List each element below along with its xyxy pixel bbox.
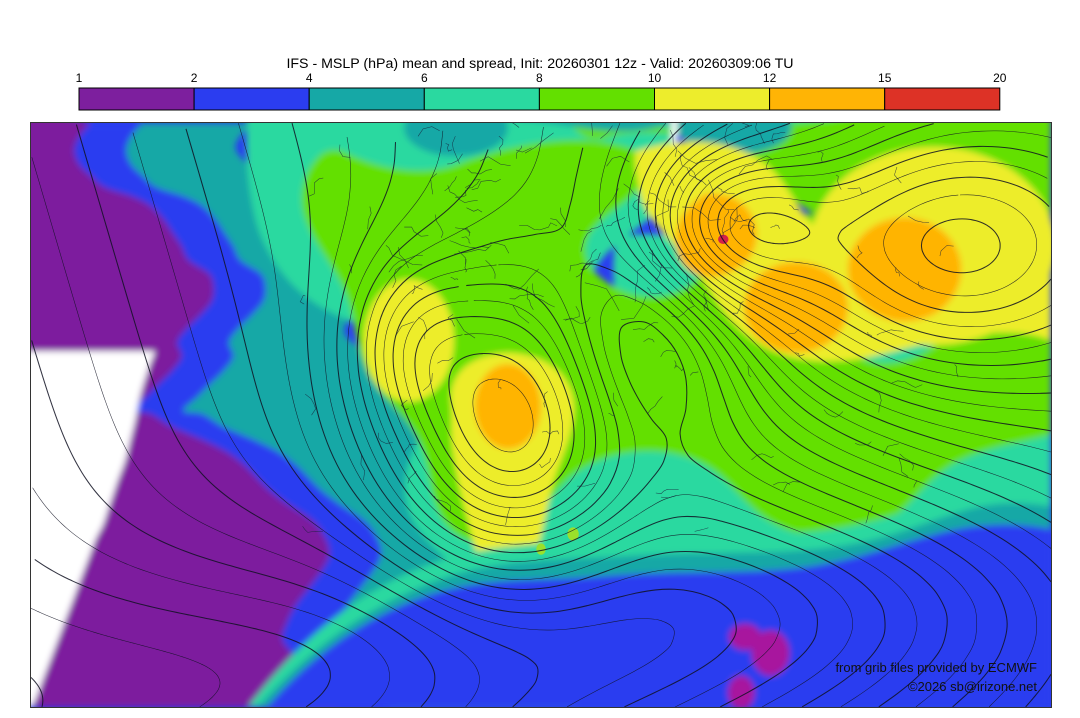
svg-text:4: 4	[306, 71, 313, 85]
svg-text:10: 10	[648, 71, 662, 85]
svg-text:20: 20	[993, 71, 1007, 85]
svg-text:1: 1	[76, 71, 83, 85]
svg-text:6: 6	[421, 71, 428, 85]
svg-text:12: 12	[763, 71, 777, 85]
svg-text:8: 8	[536, 71, 543, 85]
svg-text:15: 15	[878, 71, 892, 85]
svg-text:2: 2	[191, 71, 198, 85]
